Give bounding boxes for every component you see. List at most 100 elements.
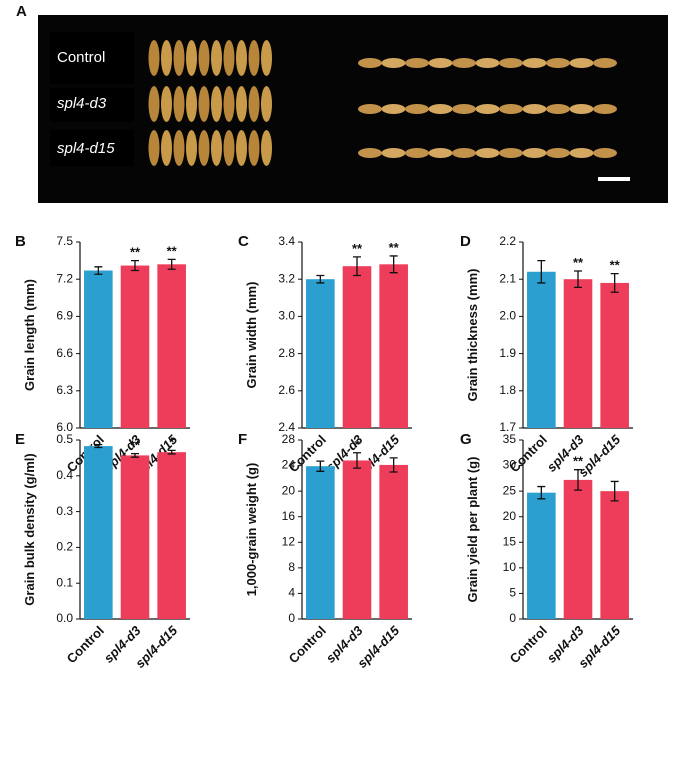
grain [569,58,594,68]
error-bar [610,272,619,293]
bar [563,479,593,619]
y-tick-label: 6.9 [56,309,73,323]
grain [261,130,272,166]
panel-letter: D [460,233,471,250]
error-bar [537,259,546,284]
y-tick-label: 6.0 [56,420,73,434]
grain [173,86,185,122]
bar [342,266,372,428]
y-tick-label: 0 [288,611,295,625]
label-box [50,88,134,122]
grain [198,40,210,76]
grains [148,40,617,166]
y-tick-label: 1.7 [499,420,516,434]
y-tick-label: 10 [503,560,517,574]
panel-letter: E [15,431,25,448]
grain [452,104,476,114]
bar [306,466,335,619]
panel-letter: A [16,3,27,20]
grain [161,130,172,166]
y-tick-label: 0 [509,611,516,625]
error-bar [316,274,325,284]
significance: ** [573,255,584,270]
grain [499,104,523,114]
bar [379,464,408,619]
label-box [50,130,134,166]
grain [475,104,500,114]
grain [569,148,594,158]
grain [211,86,222,122]
bar [527,271,556,428]
error-bar [574,270,582,289]
significance: ** [167,243,178,258]
y-tick-label: 28 [282,432,296,446]
y-tick-label: 0.5 [56,432,73,446]
error-bar [167,258,176,270]
grain [593,58,617,68]
y-tick-label: 0.3 [56,504,73,518]
grain [428,58,453,68]
grain [569,104,594,114]
bar [379,264,408,428]
y-tick-label: 25 [503,483,517,497]
bar [120,455,150,619]
y-tick-label: 2.0 [499,309,516,323]
bar [600,491,629,619]
grain [546,104,570,114]
y-tick-label: 3.2 [278,271,295,285]
label-box [50,32,134,84]
significance: ** [130,245,141,260]
grain [186,86,197,122]
y-tick-label: 2.1 [499,271,516,285]
error-bar [353,452,361,469]
grain [358,104,382,114]
y-tick-label: 2.2 [499,234,516,248]
y-tick-label: 0.0 [56,611,73,625]
bar [84,446,113,619]
error-bar [389,255,398,274]
y-tick-label: 7.5 [56,234,73,248]
bar [84,270,113,428]
y-axis-label: Grain yield per plant (g) [465,457,480,603]
grain [173,130,185,166]
y-axis-label: Grain thickness (mm) [465,269,480,402]
bar [120,265,150,428]
grain [381,148,406,158]
bar [157,264,186,428]
grain [236,130,247,166]
grain [223,130,235,166]
error-bar [574,469,582,491]
grain [405,104,429,114]
grain [475,58,500,68]
grain [499,148,523,158]
y-tick-label: 15 [503,534,517,548]
grain [452,58,476,68]
significance: * [169,434,175,449]
error-bar [94,444,103,449]
grain [405,58,429,68]
grain [428,148,453,158]
panel-letter: C [238,233,249,250]
bar [306,279,335,428]
bar [157,452,186,619]
y-tick-label: 5 [509,586,516,600]
grain [236,40,247,76]
x-tick-label: Control [64,623,107,666]
grain [428,104,453,114]
grain [161,86,172,122]
y-tick-label: 2.6 [278,383,295,397]
grain [522,104,547,114]
grain [248,130,260,166]
grain [173,40,185,76]
error-bar [610,480,619,502]
y-tick-label: 3.4 [278,234,295,248]
grain [223,86,235,122]
y-tick-label: 8 [288,560,295,574]
grain [248,40,260,76]
bar [527,492,556,619]
grain [148,40,160,76]
y-tick-label: 3.0 [278,309,295,323]
y-tick-label: 1.9 [499,346,516,360]
grain [161,40,172,76]
